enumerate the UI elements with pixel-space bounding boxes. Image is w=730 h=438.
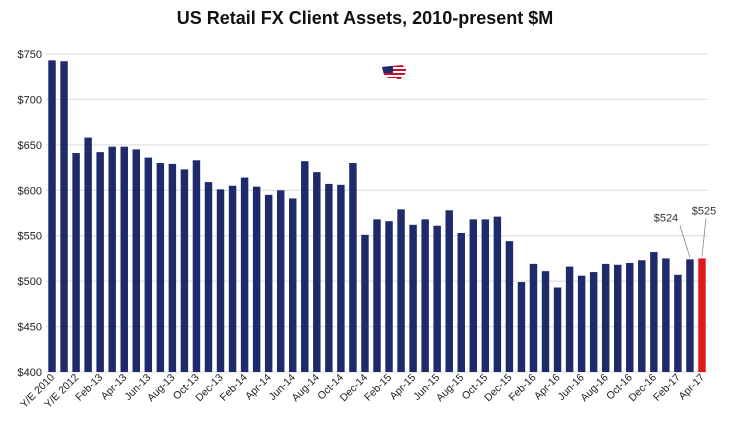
y-tick-label: $550 xyxy=(18,231,42,243)
x-tick-label: Aug-16 xyxy=(578,372,611,405)
x-tick-label: Feb-16 xyxy=(507,372,539,404)
y-axis-ticks: $400 $450 $500 $550 $600 $650 $700 $750 xyxy=(18,49,42,379)
bar xyxy=(96,152,104,372)
us-flag-map-icon xyxy=(382,65,406,81)
bar xyxy=(228,185,237,372)
y-tick-label: $500 xyxy=(18,276,42,288)
bar xyxy=(517,282,526,372)
bar xyxy=(252,186,261,372)
bar xyxy=(626,262,634,372)
bar xyxy=(553,287,562,372)
x-tick-label: Aug-14 xyxy=(290,372,323,405)
bar xyxy=(180,169,189,372)
bar xyxy=(493,216,502,372)
bar xyxy=(613,264,622,372)
bar xyxy=(192,160,201,372)
bar xyxy=(156,163,165,372)
bar xyxy=(84,137,92,372)
bar xyxy=(60,61,68,373)
bar xyxy=(313,172,321,372)
bar xyxy=(301,161,309,372)
x-tick-label: Feb-13 xyxy=(73,372,105,404)
data-label-leader xyxy=(679,225,691,258)
bar xyxy=(674,274,682,372)
bar xyxy=(577,275,586,372)
chart-title: US Retail FX Client Assets, 2010-present… xyxy=(176,8,554,28)
x-tick-label: Feb-15 xyxy=(362,372,394,404)
bar xyxy=(445,210,453,372)
bar xyxy=(505,241,514,372)
y-tick-label: $750 xyxy=(18,49,42,61)
bar xyxy=(541,271,550,372)
bar xyxy=(481,219,490,372)
data-labels: $524 $525 xyxy=(654,205,716,258)
bar xyxy=(457,232,465,372)
bar xyxy=(276,190,285,372)
bar xyxy=(698,258,706,372)
x-tick-label: Aug-13 xyxy=(145,372,178,405)
bar xyxy=(108,146,116,372)
y-tick-label: $650 xyxy=(18,140,42,152)
bar xyxy=(240,177,249,372)
y-tick-label: $600 xyxy=(18,185,42,197)
bar xyxy=(216,189,225,372)
bars xyxy=(48,60,706,373)
bar xyxy=(325,183,333,372)
bar xyxy=(132,149,141,372)
bar xyxy=(120,146,128,372)
bar xyxy=(204,182,213,372)
bar xyxy=(361,234,369,372)
bar xyxy=(144,157,153,372)
data-label: $524 xyxy=(654,212,678,224)
bar xyxy=(433,225,441,372)
y-tick-label: $700 xyxy=(18,94,42,106)
bar xyxy=(168,163,177,372)
bar xyxy=(48,60,56,373)
bar xyxy=(337,184,345,372)
x-tick-label: Aug-15 xyxy=(434,372,467,405)
bar xyxy=(686,259,694,372)
x-tick-label: Feb-14 xyxy=(218,372,250,404)
bar xyxy=(529,263,538,372)
bar xyxy=(397,209,405,372)
bar xyxy=(650,252,658,372)
bar xyxy=(385,221,393,372)
data-label: $525 xyxy=(692,205,716,217)
bar xyxy=(421,219,429,372)
bar xyxy=(409,224,417,372)
x-tick-label: Feb-17 xyxy=(651,372,683,404)
bar xyxy=(72,153,80,372)
bar xyxy=(662,258,670,372)
bar xyxy=(638,260,646,372)
bar xyxy=(373,219,381,372)
bar xyxy=(589,272,598,372)
bar xyxy=(601,263,610,372)
bar xyxy=(349,163,357,372)
x-tick-label: Apr-17 xyxy=(676,372,707,403)
bar xyxy=(264,194,273,372)
y-tick-label: $400 xyxy=(18,367,42,379)
data-label-leader xyxy=(701,218,707,257)
y-tick-label: $450 xyxy=(18,322,42,334)
bar xyxy=(289,198,297,372)
bar xyxy=(469,219,478,372)
bar xyxy=(565,266,574,372)
